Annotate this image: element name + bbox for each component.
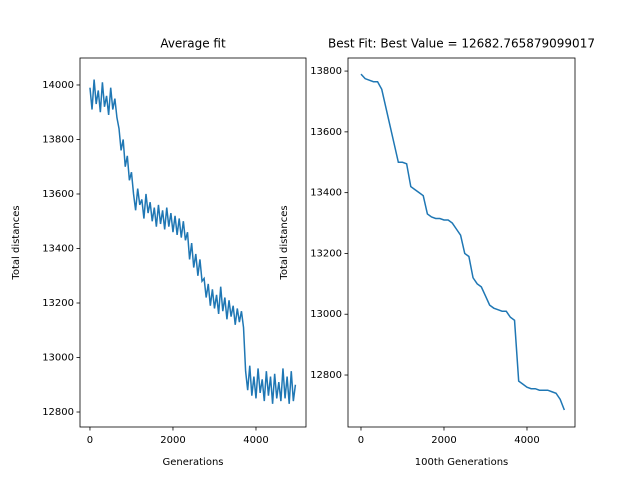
y-tick-label: 13600	[310, 127, 342, 138]
x-tick-label: 2000	[431, 435, 456, 446]
y-axis-label: Total distances	[279, 205, 290, 280]
chart-title: Average fit	[160, 37, 226, 51]
y-tick-label: 14000	[42, 80, 74, 91]
x-axis-label: 100th Generations	[415, 457, 509, 468]
y-tick-label: 12800	[310, 370, 342, 381]
y-tick-label: 13000	[310, 309, 342, 320]
y-tick-label: 13000	[42, 353, 74, 364]
x-tick-label: 0	[358, 435, 364, 446]
y-tick-label: 12800	[42, 407, 74, 418]
x-tick-label: 4000	[514, 435, 539, 446]
y-tick-label: 13800	[42, 134, 74, 145]
x-tick-label: 0	[87, 435, 93, 446]
x-axis-label: Generations	[163, 457, 224, 468]
x-tick-label: 2000	[160, 435, 185, 446]
y-tick-label: 13400	[310, 188, 342, 199]
axes-frame	[79, 57, 307, 428]
y-tick-label: 13400	[42, 243, 74, 254]
y-tick-label: 13200	[42, 298, 74, 309]
y-tick-label: 13200	[310, 248, 342, 259]
chart-title: Best Fit: Best Value = 12682.76587909901…	[328, 37, 595, 51]
x-tick-label: 4000	[243, 435, 268, 446]
y-tick-label: 13800	[310, 66, 342, 77]
axes-frame	[347, 57, 576, 428]
y-tick-label: 13600	[42, 189, 74, 200]
y-axis-label: Total distances	[11, 205, 22, 280]
data-line	[360, 73, 566, 411]
data-line	[89, 79, 297, 404]
